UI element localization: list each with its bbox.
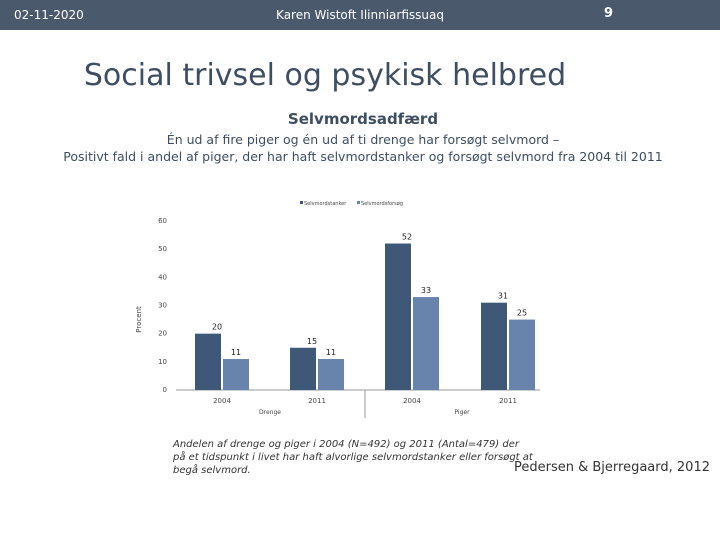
page-number: 9 bbox=[604, 6, 614, 21]
bar bbox=[318, 359, 344, 390]
chart-bars: 20 11 15 11 52 33 31 25 bbox=[195, 233, 535, 390]
y-tick-label: 10 bbox=[158, 358, 167, 366]
legend-swatch bbox=[300, 201, 303, 204]
bar-value-label: 11 bbox=[326, 348, 336, 357]
bar-chart: Selvmordstanker Selvmordsforsøg 0 10 20 30 40… bbox=[135, 201, 540, 418]
x-tick-label: 2004 bbox=[213, 397, 231, 405]
header-date: 02-11-2020 bbox=[14, 8, 84, 22]
bar bbox=[481, 302, 507, 390]
bar-value-label: 20 bbox=[212, 323, 222, 332]
bar bbox=[223, 359, 249, 390]
bar-value-label: 31 bbox=[498, 292, 508, 301]
y-tick-label: 20 bbox=[158, 330, 167, 338]
bar-value-label: 11 bbox=[231, 348, 241, 357]
x-tick-label: 2004 bbox=[403, 397, 421, 405]
bar bbox=[509, 319, 535, 390]
legend-label: Selvmordstanker bbox=[304, 201, 347, 207]
chart-legend: Selvmordstanker Selvmordsforsøg bbox=[300, 201, 403, 207]
bar bbox=[413, 297, 439, 390]
group-label: Drenge bbox=[259, 409, 281, 416]
y-tick-label: 30 bbox=[158, 302, 167, 310]
y-tick-label: 60 bbox=[158, 217, 167, 225]
bar-value-label: 25 bbox=[517, 309, 527, 318]
x-tick-label: 2011 bbox=[308, 397, 326, 405]
header-author: Karen Wistoft Ilinniarfissuaq bbox=[276, 8, 444, 22]
chart-caption: Andelen af drenge og piger i 2004 (N=492… bbox=[173, 439, 533, 476]
legend-swatch bbox=[357, 201, 360, 204]
y-axis-title: Procent bbox=[135, 306, 143, 333]
bar bbox=[195, 333, 221, 390]
description-line-1: Én ud af fire piger og én ud af ti dreng… bbox=[166, 132, 560, 147]
bar-value-label: 33 bbox=[421, 286, 431, 295]
legend-label: Selvmordsforsøg bbox=[361, 201, 403, 207]
bar-value-label: 15 bbox=[307, 337, 317, 346]
bar bbox=[385, 243, 411, 390]
y-tick-label: 50 bbox=[158, 245, 167, 253]
header-bar: 02-11-2020 Karen Wistoft Ilinniarfissuaq… bbox=[0, 0, 720, 30]
group-label: Piger bbox=[454, 409, 470, 416]
slide-description: Én ud af fire piger og én ud af ti dreng… bbox=[0, 131, 720, 165]
y-tick-label: 40 bbox=[158, 273, 167, 281]
slide-subtitle: Selvmordsadfærd bbox=[287, 110, 439, 128]
description-line-2: Positivt fald i andel af piger, der har … bbox=[63, 149, 663, 164]
x-tick-label: 2011 bbox=[499, 397, 517, 405]
slide-title: Social trivsel og psykisk helbred bbox=[83, 58, 567, 93]
y-tick-label: 0 bbox=[163, 386, 167, 394]
bar bbox=[290, 347, 316, 390]
citation: Pedersen & Bjerregaard, 2012 bbox=[514, 460, 710, 475]
bar-value-label: 52 bbox=[402, 233, 412, 242]
x-axis: 2004 2011 2004 2011 Drenge Piger bbox=[213, 390, 517, 418]
